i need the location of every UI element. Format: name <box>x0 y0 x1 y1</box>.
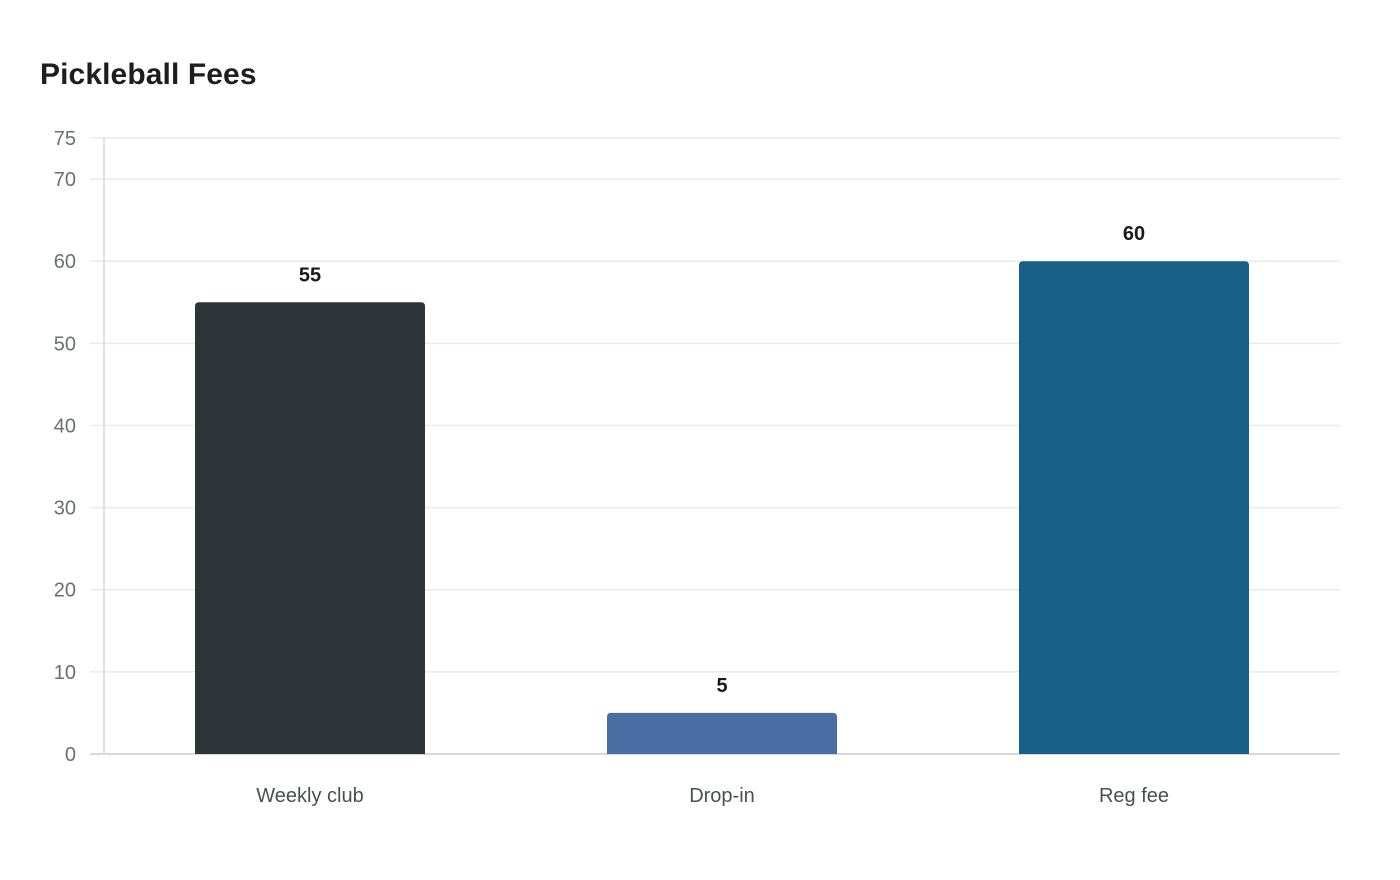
y-tick-label: 60 <box>54 251 76 273</box>
labels: 0 10 20 30 40 50 60 70 75 55 Weekly club 5 Drop-in 60… <box>54 128 1169 807</box>
y-tick-label: 50 <box>54 333 76 355</box>
chart-title: Pickleball Fees <box>40 58 257 91</box>
bar-reg-fee <box>1019 261 1249 754</box>
x-tick-label: Reg fee <box>1099 785 1169 807</box>
y-tick-label: 20 <box>54 580 76 602</box>
bars <box>195 261 1249 754</box>
bar-weekly-club <box>195 302 425 754</box>
data-label: 5 <box>716 675 727 697</box>
y-tick-label: 75 <box>54 128 76 150</box>
x-tick-label: Weekly club <box>256 785 363 807</box>
y-tick-label: 70 <box>54 169 76 191</box>
data-label: 60 <box>1123 223 1145 245</box>
x-tick-label: Drop-in <box>689 785 755 807</box>
y-tick-label: 0 <box>65 744 76 766</box>
y-tick-label: 10 <box>54 662 76 684</box>
y-tick-label: 40 <box>54 415 76 437</box>
bar-drop-in <box>607 712 837 754</box>
y-tick-label: 30 <box>54 498 76 520</box>
data-label: 55 <box>299 264 321 286</box>
